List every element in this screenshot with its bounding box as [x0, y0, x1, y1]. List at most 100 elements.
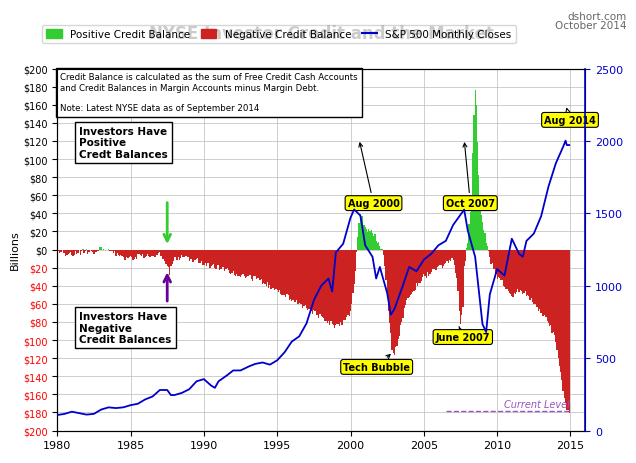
Bar: [274, 250, 275, 291]
Bar: [158, 250, 159, 253]
Bar: [502, 250, 504, 286]
Bar: [296, 250, 298, 300]
Bar: [563, 250, 565, 398]
Bar: [456, 250, 457, 279]
Bar: [234, 250, 235, 275]
Bar: [494, 250, 495, 269]
Bar: [88, 250, 90, 252]
Bar: [165, 250, 167, 265]
Bar: [279, 250, 280, 291]
Bar: [297, 250, 299, 304]
Bar: [476, 106, 477, 250]
Bar: [111, 250, 113, 251]
Text: Current Level: Current Level: [504, 399, 570, 409]
Bar: [280, 250, 282, 295]
Bar: [167, 250, 168, 266]
Bar: [347, 250, 349, 315]
Bar: [336, 250, 338, 324]
Bar: [315, 250, 317, 315]
Bar: [128, 250, 130, 258]
Bar: [413, 250, 415, 292]
Bar: [452, 250, 453, 258]
Bar: [188, 250, 190, 262]
Bar: [453, 250, 455, 265]
Bar: [434, 250, 436, 270]
Bar: [228, 250, 229, 270]
Bar: [190, 250, 191, 260]
Bar: [395, 250, 396, 347]
Bar: [497, 250, 498, 279]
Bar: [559, 250, 560, 366]
Bar: [506, 250, 508, 289]
Bar: [450, 250, 452, 261]
Bar: [387, 250, 388, 296]
Bar: [155, 250, 156, 257]
Bar: [379, 246, 380, 250]
Bar: [141, 250, 142, 257]
Bar: [567, 250, 569, 410]
Bar: [407, 250, 408, 298]
Bar: [127, 250, 128, 257]
Bar: [120, 250, 121, 256]
Bar: [127, 250, 128, 258]
Bar: [537, 250, 538, 307]
Bar: [69, 250, 70, 253]
Bar: [64, 250, 66, 254]
Bar: [119, 250, 120, 257]
Bar: [441, 250, 443, 268]
Bar: [562, 250, 563, 391]
Bar: [85, 250, 86, 252]
Bar: [180, 250, 181, 258]
Bar: [97, 250, 98, 251]
Bar: [100, 248, 102, 250]
Bar: [514, 250, 515, 294]
Bar: [268, 250, 269, 288]
Bar: [431, 250, 432, 272]
Bar: [449, 250, 450, 260]
Bar: [118, 250, 119, 256]
Bar: [244, 250, 245, 276]
Bar: [135, 250, 136, 257]
Bar: [144, 250, 146, 257]
Bar: [132, 250, 134, 261]
Bar: [553, 250, 554, 332]
Bar: [92, 250, 93, 253]
Bar: [498, 250, 499, 277]
Bar: [492, 250, 493, 263]
Bar: [153, 250, 155, 257]
Bar: [412, 250, 413, 293]
Bar: [340, 250, 342, 322]
Bar: [221, 250, 223, 268]
Bar: [109, 250, 111, 251]
Bar: [561, 250, 563, 380]
Bar: [333, 250, 334, 325]
Bar: [469, 213, 471, 250]
Bar: [259, 250, 261, 280]
Bar: [448, 250, 449, 263]
Bar: [356, 250, 357, 252]
Bar: [472, 153, 473, 250]
Bar: [556, 250, 558, 350]
Bar: [350, 250, 351, 311]
Bar: [311, 250, 312, 311]
Bar: [539, 250, 541, 309]
Bar: [302, 250, 303, 309]
Bar: [345, 250, 346, 320]
Bar: [462, 250, 464, 307]
Bar: [527, 250, 529, 295]
Bar: [208, 250, 209, 263]
Bar: [286, 250, 287, 294]
Bar: [377, 244, 378, 250]
Bar: [424, 250, 425, 276]
Bar: [300, 250, 301, 305]
Bar: [521, 250, 522, 291]
Bar: [367, 232, 368, 250]
Bar: [193, 250, 195, 260]
Bar: [522, 250, 523, 294]
Text: Oct 2007: Oct 2007: [446, 144, 495, 209]
Bar: [459, 250, 460, 311]
Bar: [247, 250, 249, 276]
Bar: [298, 250, 300, 303]
Bar: [370, 232, 371, 250]
Text: October 2014: October 2014: [555, 21, 626, 31]
